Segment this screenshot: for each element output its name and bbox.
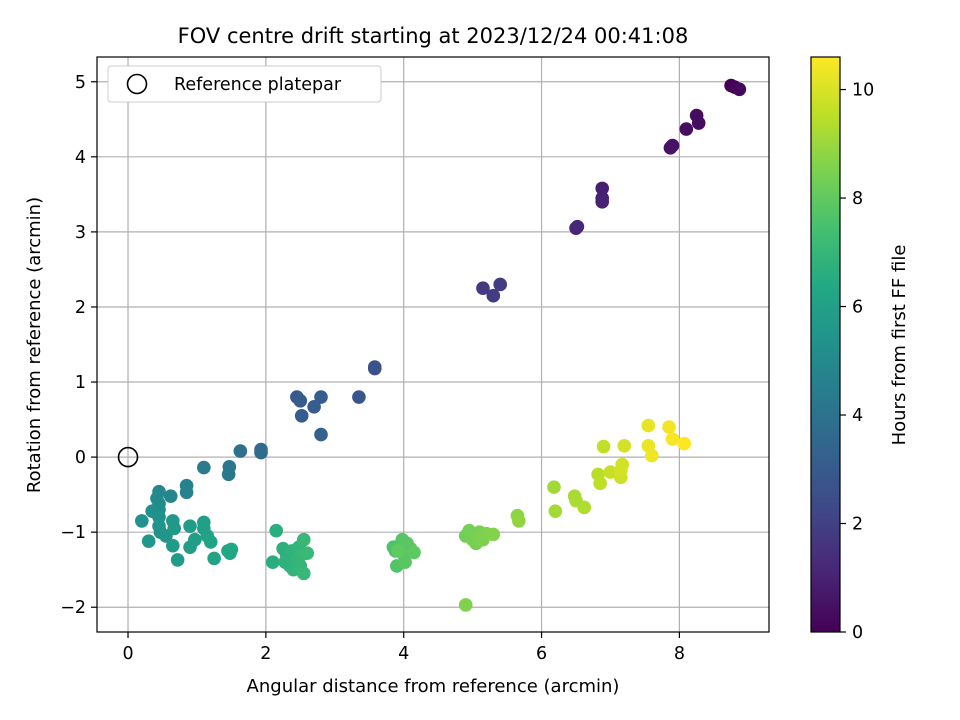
colorbar-tick-label: 0: [852, 623, 863, 643]
y-axis-label: Rotation from reference (arcmin): [24, 197, 45, 493]
scatter-point: [595, 181, 610, 196]
scatter-point: [476, 281, 490, 296]
legend-box: [107, 65, 382, 103]
scatter-point: [547, 480, 561, 494]
colorbar-tick-label: 8: [852, 189, 863, 209]
scatter-point: [577, 500, 592, 515]
scatter-point: [166, 538, 180, 553]
colorbar-tick-label: 2: [852, 515, 863, 535]
plot-area: [96, 56, 770, 633]
x-axis-ticks: 0 2 4 6 8: [122, 632, 685, 664]
scatter-point: [486, 288, 501, 303]
scatter-point: [135, 514, 149, 528]
x-tick-label: 6: [536, 644, 547, 664]
scatter-point: [296, 566, 311, 581]
y-tick-label: 0: [75, 448, 86, 468]
scatter-point: [603, 465, 618, 479]
scatter-point: [679, 122, 694, 136]
scatter-point: [665, 432, 680, 446]
x-tick-label: 4: [398, 644, 409, 664]
scatter-point: [167, 521, 181, 536]
scatter-point: [493, 277, 508, 292]
scatter-point: [641, 418, 656, 433]
colorbar-gradient: [810, 56, 841, 633]
scatter-point: [179, 485, 194, 500]
x-tick-label: 0: [122, 644, 133, 664]
scatter-point: [170, 553, 185, 567]
y-axis-ticks: −2 −1 0 1 2 3 4 5: [60, 73, 97, 618]
scatter-point: [307, 400, 321, 414]
scatter-point: [663, 141, 678, 155]
scatter-point: [293, 393, 308, 408]
scatter-point: [352, 390, 366, 404]
y-tick-label: −1: [60, 523, 86, 543]
scatter-point: [548, 504, 563, 518]
scatter-point: [254, 445, 268, 460]
scatter-point: [398, 555, 412, 569]
scatter-point: [677, 436, 692, 451]
scatter-point: [188, 532, 202, 547]
scatter-point: [486, 527, 501, 542]
chart-title: FOV centre drift starting at 2023/12/24 …: [178, 24, 689, 48]
scatter-point: [570, 219, 585, 234]
scatter-point: [662, 420, 676, 434]
legend-marker-reference: [126, 73, 148, 95]
scatter-point: [269, 523, 284, 538]
colorbar-label: Hours from first FF file: [889, 245, 910, 446]
scatter-point: [732, 82, 747, 97]
legend-label-reference: Reference platepar: [174, 75, 342, 95]
scatter-point: [595, 195, 610, 209]
scatter-point: [614, 463, 628, 478]
y-tick-label: 2: [75, 298, 86, 318]
scatter-point: [296, 532, 311, 547]
scatter-point: [294, 409, 309, 423]
axes-frame: [96, 56, 770, 633]
data-points: [135, 78, 747, 612]
y-tick-label: 4: [75, 148, 86, 168]
scatter-point: [314, 390, 328, 404]
colorbar-tick-label: 6: [852, 298, 863, 318]
scatter-point: [233, 444, 248, 458]
scatter-point: [203, 535, 218, 549]
scatter-point: [407, 545, 421, 560]
scatter-point: [265, 555, 280, 569]
y-tick-label: 3: [75, 223, 86, 243]
scatter-point: [596, 439, 611, 454]
colorbar-tick-label: 4: [852, 406, 863, 426]
y-tick-label: 5: [75, 73, 86, 93]
x-tick-label: 8: [674, 644, 685, 664]
scatter-point: [691, 116, 706, 130]
scatter-point: [645, 448, 659, 463]
y-tick-label: −2: [60, 598, 86, 618]
scatter-point: [197, 460, 211, 475]
y-tick-label: 1: [75, 373, 86, 393]
legend: Reference platepar: [107, 65, 382, 103]
colorbar-tick-label: 10: [852, 81, 874, 101]
scatter-point: [458, 598, 473, 612]
scatter-point: [300, 546, 315, 560]
grid-lines: [97, 57, 769, 632]
scatter-point: [367, 360, 382, 374]
scatter-point: [593, 476, 607, 491]
scatter-point: [183, 519, 197, 533]
reference-point: [117, 446, 139, 468]
colorbar: 0 2 4 6 8 10 Hours from first FF file: [810, 56, 910, 643]
scatter-point: [207, 551, 221, 566]
scatter-point: [617, 439, 632, 453]
colorbar-ticks: 0 2 4 6 8 10: [840, 81, 874, 643]
scatter-point: [314, 427, 328, 442]
x-tick-label: 2: [260, 644, 271, 664]
scatter-point: [141, 534, 156, 548]
x-axis-label: Angular distance from reference (arcmin): [247, 676, 620, 697]
scatter-point: [512, 514, 526, 528]
scatter-point: [163, 489, 178, 503]
scatter-point: [221, 467, 236, 482]
scatter-point: [391, 544, 405, 558]
scatter-point: [224, 542, 239, 557]
